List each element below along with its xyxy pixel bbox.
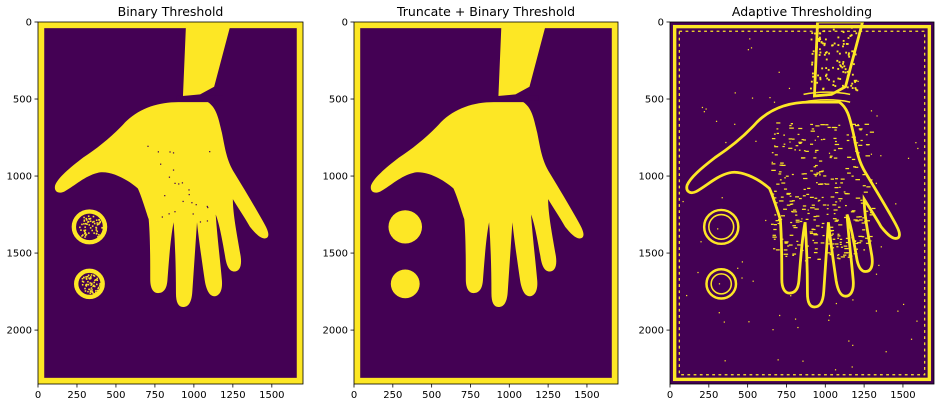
coin-1 — [388, 210, 423, 244]
hand-speckle — [147, 145, 211, 223]
chart-title: Truncate + Binary Threshold — [396, 4, 575, 19]
axes-frame — [669, 21, 935, 385]
y-tick-label: 500 — [13, 95, 32, 106]
chart-panel-2: Truncate + Binary Threshold 0 250 500 750 100… — [323, 4, 619, 401]
x-tick-label: 1250 — [220, 390, 245, 401]
y-tick-label: 500 — [645, 95, 664, 106]
x-tick-label: 0 — [351, 390, 357, 401]
x-tick-label: 1000 — [497, 390, 522, 401]
image-content — [38, 22, 303, 384]
axes-frame — [353, 21, 619, 385]
chart-panel-1: Binary Threshold 0 250 500 750 1000 1250 1500 0 5… — [7, 4, 304, 401]
y-tick-label: 2000 — [639, 326, 664, 337]
x-tick-label: 250 — [67, 390, 86, 401]
image-content — [672, 22, 932, 382]
coin-outline-2 — [705, 268, 738, 300]
coin-outline-1 — [702, 208, 740, 246]
x-tick-label: 1000 — [181, 390, 206, 401]
y-tick-label: 500 — [329, 95, 348, 106]
wrist-lines — [803, 91, 851, 103]
edge-speckle — [682, 25, 919, 371]
axes-frame — [37, 21, 304, 385]
y-tick-label: 0 — [658, 18, 664, 29]
coin-2 — [390, 269, 420, 299]
chart-panel-3: Adaptive Thresholding 0 250 500 750 1000 1250 1… — [639, 4, 935, 401]
x-tick-label: 0 — [35, 390, 41, 401]
y-tick-label: 1500 — [7, 249, 32, 260]
y-tick-label: 0 — [342, 18, 348, 29]
y-tick-label: 1500 — [323, 249, 348, 260]
coin-inner-outline-1 — [708, 213, 735, 240]
image-edge-mask — [670, 22, 934, 384]
x-tick-label: 500 — [422, 390, 441, 401]
wrist-gap — [176, 95, 224, 101]
x-tick-label: 250 — [699, 390, 718, 401]
x-tick-label: 750 — [145, 390, 164, 401]
x-tick-label: 1500 — [890, 390, 915, 401]
x-tick-label: 0 — [667, 390, 673, 401]
image-background — [670, 22, 934, 384]
chart-title: Adaptive Thresholding — [732, 4, 872, 19]
y-tick-label: 1000 — [7, 172, 32, 183]
y-tick-label: 1500 — [639, 249, 664, 260]
hand-mask — [370, 22, 584, 307]
y-tick-label: 1000 — [323, 172, 348, 183]
y-tick-label: 2000 — [323, 326, 348, 337]
x-tick-label: 1500 — [259, 390, 284, 401]
inner-border — [678, 30, 926, 376]
coin-2 — [74, 268, 105, 300]
y-tick-label: 0 — [26, 18, 32, 29]
outer-border — [672, 24, 932, 382]
coin-1 — [71, 209, 108, 245]
x-tick-label: 750 — [777, 390, 796, 401]
x-tick-label: 750 — [461, 390, 480, 401]
mask-border — [354, 22, 618, 384]
y-tick-label: 1000 — [639, 172, 664, 183]
x-tick-label: 1000 — [813, 390, 838, 401]
wrist-gap — [492, 95, 539, 101]
image-binary-mask — [38, 22, 303, 384]
coin-speckle-1 — [79, 215, 103, 238]
x-tick-label: 1500 — [574, 390, 599, 401]
mask-border — [38, 22, 303, 384]
y-tick-label: 2000 — [7, 326, 32, 337]
x-tick-label: 500 — [738, 390, 757, 401]
coin-speckle-2 — [81, 274, 102, 295]
x-tick-label: 1250 — [851, 390, 876, 401]
x-tick-label: 500 — [106, 390, 125, 401]
image-content — [354, 22, 618, 384]
x-tick-label: 250 — [383, 390, 402, 401]
chart-title: Binary Threshold — [118, 4, 224, 19]
x-tick-label: 1250 — [535, 390, 560, 401]
hand-mask — [54, 22, 269, 307]
image-binary-mask — [354, 22, 618, 384]
coin-inner-outline-2 — [710, 273, 733, 295]
